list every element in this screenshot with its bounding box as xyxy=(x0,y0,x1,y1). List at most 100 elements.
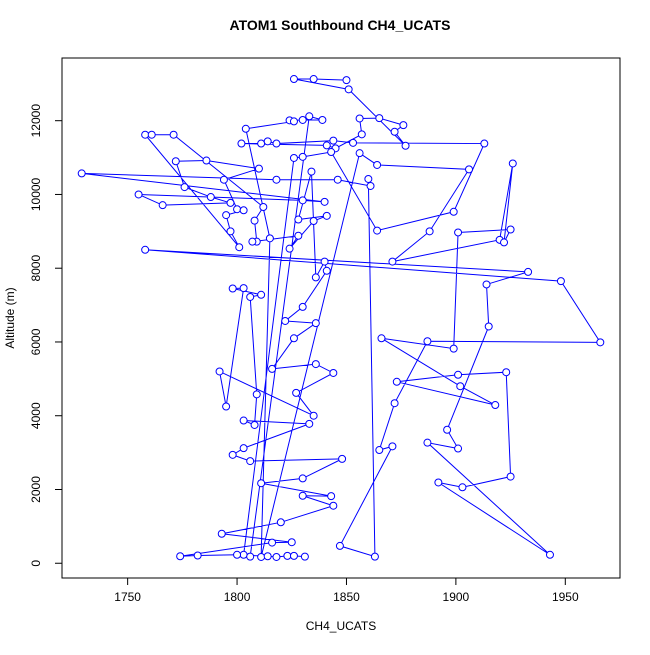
data-point xyxy=(250,420,259,429)
data-point xyxy=(355,114,364,123)
data-point xyxy=(134,190,143,199)
data-point xyxy=(465,165,474,174)
data-point xyxy=(222,402,231,411)
x-tick-label: 1750 xyxy=(114,590,141,604)
data-point xyxy=(222,211,231,220)
data-point xyxy=(596,338,605,347)
data-point xyxy=(176,552,185,561)
data-point xyxy=(377,334,386,343)
data-point xyxy=(272,139,281,148)
data-point xyxy=(309,411,318,420)
data-point xyxy=(364,174,373,183)
data-point xyxy=(193,551,202,560)
data-point xyxy=(320,197,329,206)
data-point xyxy=(506,225,515,234)
data-point xyxy=(434,478,443,487)
x-tick-label: 1950 xyxy=(552,590,579,604)
data-point xyxy=(202,156,211,165)
data-point xyxy=(502,368,511,377)
y-tick-label: 0 xyxy=(29,560,43,567)
data-point xyxy=(246,457,255,466)
data-point xyxy=(77,169,86,178)
data-point xyxy=(375,446,384,455)
data-point xyxy=(169,130,178,139)
data-point xyxy=(327,492,336,501)
data-point xyxy=(305,419,314,428)
data-point xyxy=(390,127,399,136)
data-point xyxy=(373,160,382,169)
data-point xyxy=(285,244,294,253)
data-point xyxy=(281,316,290,325)
data-point xyxy=(311,360,320,369)
data-point xyxy=(233,205,242,214)
data-point xyxy=(392,377,401,386)
data-point xyxy=(289,75,298,84)
data-point xyxy=(283,551,292,560)
data-point xyxy=(235,243,244,252)
data-point xyxy=(454,444,463,453)
data-point xyxy=(482,280,491,289)
data-point xyxy=(390,399,399,408)
data-point xyxy=(248,237,257,246)
data-point xyxy=(298,474,307,483)
data-point xyxy=(257,479,266,488)
data-point xyxy=(239,444,248,453)
x-axis-label: CH4_UCATS xyxy=(306,619,376,633)
data-point xyxy=(322,141,331,150)
data-point xyxy=(215,367,224,376)
data-point xyxy=(500,238,509,247)
data-point xyxy=(298,491,307,500)
data-point xyxy=(289,153,298,162)
data-point xyxy=(305,112,314,121)
data-point xyxy=(206,193,215,202)
y-axis-label: Altitude (m) xyxy=(3,287,17,348)
x-tick-label: 1850 xyxy=(333,590,360,604)
data-point xyxy=(545,550,554,559)
chart-title: ATOM1 Southbound CH4_UCATS xyxy=(230,17,451,33)
data-point xyxy=(388,257,397,266)
data-point xyxy=(226,198,235,207)
data-point xyxy=(373,226,382,235)
data-point xyxy=(239,206,248,215)
data-point xyxy=(239,416,248,425)
data-point xyxy=(233,550,242,559)
data-point xyxy=(508,159,517,168)
data-point xyxy=(263,137,272,146)
data-point xyxy=(366,181,375,190)
data-point xyxy=(257,552,266,561)
data-point xyxy=(298,196,307,205)
data-point xyxy=(237,139,246,148)
data-point xyxy=(338,454,347,463)
data-point xyxy=(263,552,272,561)
data-point xyxy=(147,130,156,139)
data-point xyxy=(252,390,261,399)
data-point xyxy=(375,114,384,123)
data-point xyxy=(298,115,307,124)
data-point xyxy=(342,76,351,85)
data-point xyxy=(276,518,285,527)
data-point xyxy=(287,538,296,547)
data-point xyxy=(311,273,320,282)
data-point xyxy=(298,302,307,311)
data-point xyxy=(246,552,255,561)
data-point xyxy=(506,472,515,481)
data-point xyxy=(294,231,303,240)
data-point xyxy=(370,552,379,561)
x-tick-label: 1900 xyxy=(443,590,470,604)
data-point xyxy=(524,267,533,276)
data-point xyxy=(158,201,167,210)
data-point xyxy=(327,148,336,157)
data-point xyxy=(329,136,338,145)
data-point xyxy=(454,228,463,237)
y-tick-label: 12000 xyxy=(29,104,43,138)
data-point xyxy=(329,501,338,510)
data-point xyxy=(228,284,237,293)
data-point xyxy=(491,401,500,410)
data-point xyxy=(456,382,465,391)
data-point xyxy=(141,245,150,254)
data-point xyxy=(458,483,467,492)
data-point xyxy=(443,425,452,434)
data-point xyxy=(259,202,268,211)
data-point xyxy=(425,227,434,236)
